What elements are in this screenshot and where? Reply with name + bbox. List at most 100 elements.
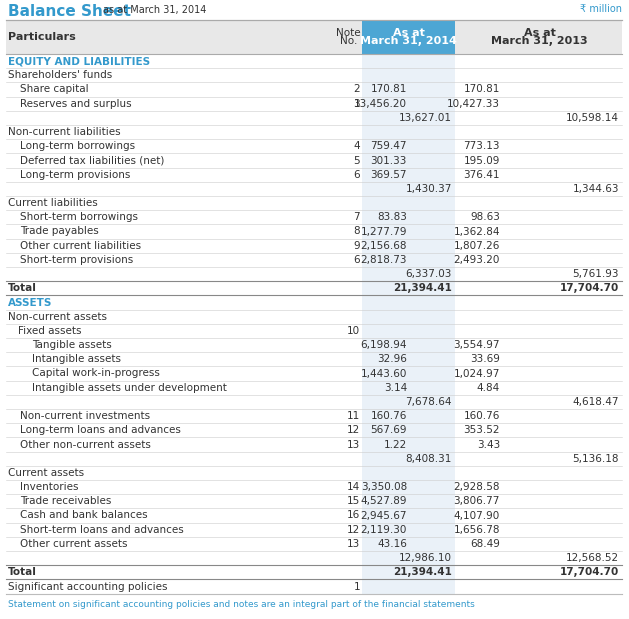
Text: 11: 11 xyxy=(347,411,360,421)
Text: 9: 9 xyxy=(353,241,360,251)
Text: 12,568.52: 12,568.52 xyxy=(566,553,619,563)
Text: 43.16: 43.16 xyxy=(377,539,407,549)
Bar xyxy=(362,20,455,54)
Text: Short-term provisions: Short-term provisions xyxy=(20,255,133,265)
Text: 4,527.89: 4,527.89 xyxy=(360,496,407,506)
Bar xyxy=(362,54,455,594)
Text: 68.49: 68.49 xyxy=(470,539,500,549)
Text: Current assets: Current assets xyxy=(8,468,84,478)
Text: 1,024.97: 1,024.97 xyxy=(454,368,500,378)
Text: 13,627.01: 13,627.01 xyxy=(399,113,452,123)
Text: 3,554.97: 3,554.97 xyxy=(454,340,500,350)
Text: 21,394.41: 21,394.41 xyxy=(393,567,452,578)
Text: 567.69: 567.69 xyxy=(370,425,407,435)
Text: No.: No. xyxy=(340,36,357,46)
Text: EQUITY AND LIABILITIES: EQUITY AND LIABILITIES xyxy=(8,56,150,66)
Text: Share capital: Share capital xyxy=(20,85,89,95)
Text: 2: 2 xyxy=(353,85,360,95)
Text: Significant accounting policies: Significant accounting policies xyxy=(8,581,167,592)
Text: 1: 1 xyxy=(353,581,360,592)
Text: 1,656.78: 1,656.78 xyxy=(454,525,500,535)
Text: Capital work-in-progress: Capital work-in-progress xyxy=(32,368,160,378)
Text: 1,344.63: 1,344.63 xyxy=(572,184,619,194)
Text: 1.22: 1.22 xyxy=(384,439,407,449)
Text: Trade receivables: Trade receivables xyxy=(20,496,111,506)
Text: 301.33: 301.33 xyxy=(370,155,407,165)
Text: 8,408.31: 8,408.31 xyxy=(406,454,452,464)
Text: Intangible assets: Intangible assets xyxy=(32,354,121,365)
Text: Non-current liabilities: Non-current liabilities xyxy=(8,127,121,137)
Text: 2,156.68: 2,156.68 xyxy=(360,241,407,251)
Text: 1,362.84: 1,362.84 xyxy=(454,227,500,236)
Text: Current liabilities: Current liabilities xyxy=(8,198,97,208)
Text: 15: 15 xyxy=(347,496,360,506)
Text: 5: 5 xyxy=(353,155,360,165)
Text: 195.09: 195.09 xyxy=(464,155,500,165)
Text: Total: Total xyxy=(8,567,37,578)
Text: 33.69: 33.69 xyxy=(470,354,500,365)
Text: 14: 14 xyxy=(347,482,360,492)
Text: 353.52: 353.52 xyxy=(464,425,500,435)
Text: As at: As at xyxy=(523,28,555,38)
Text: 3: 3 xyxy=(353,98,360,109)
Text: March 31, 2013: March 31, 2013 xyxy=(491,36,588,46)
Text: 10,427.33: 10,427.33 xyxy=(447,98,500,109)
Text: Inventories: Inventories xyxy=(20,482,79,492)
Text: 16: 16 xyxy=(347,511,360,521)
Text: Intangible assets under development: Intangible assets under development xyxy=(32,383,227,392)
Text: Statement on significant accounting policies and notes are an integral part of t: Statement on significant accounting poli… xyxy=(8,600,475,608)
Text: Short-term borrowings: Short-term borrowings xyxy=(20,212,138,222)
Text: Trade payables: Trade payables xyxy=(20,227,99,236)
Text: 1,277.79: 1,277.79 xyxy=(360,227,407,236)
Text: 1,443.60: 1,443.60 xyxy=(360,368,407,378)
Text: Long-term loans and advances: Long-term loans and advances xyxy=(20,425,181,435)
Text: 10: 10 xyxy=(347,326,360,336)
Text: 21,394.41: 21,394.41 xyxy=(393,284,452,293)
Text: Cash and bank balances: Cash and bank balances xyxy=(20,511,148,521)
Text: 4.84: 4.84 xyxy=(477,383,500,392)
Text: Note: Note xyxy=(336,28,361,38)
Text: 7: 7 xyxy=(353,212,360,222)
Text: 1,430.37: 1,430.37 xyxy=(406,184,452,194)
Text: 12,986.10: 12,986.10 xyxy=(399,553,452,563)
Text: 17,704.70: 17,704.70 xyxy=(560,284,619,293)
Text: Other current liabilities: Other current liabilities xyxy=(20,241,141,251)
Text: 170.81: 170.81 xyxy=(464,85,500,95)
Text: 5,761.93: 5,761.93 xyxy=(572,269,619,279)
Text: Reserves and surplus: Reserves and surplus xyxy=(20,98,131,109)
Text: 160.76: 160.76 xyxy=(464,411,500,421)
Text: 759.47: 759.47 xyxy=(370,141,407,151)
Text: 3.14: 3.14 xyxy=(384,383,407,392)
Text: Other current assets: Other current assets xyxy=(20,539,128,549)
Text: 5,136.18: 5,136.18 xyxy=(572,454,619,464)
Text: 160.76: 160.76 xyxy=(370,411,407,421)
Bar xyxy=(6,20,622,54)
Text: 83.83: 83.83 xyxy=(377,212,407,222)
Text: 1,807.26: 1,807.26 xyxy=(454,241,500,251)
Text: ₹ million: ₹ million xyxy=(580,4,622,14)
Text: March 31, 2014: March 31, 2014 xyxy=(360,36,457,46)
Text: 6: 6 xyxy=(353,170,360,180)
Text: 170.81: 170.81 xyxy=(370,85,407,95)
Text: Particulars: Particulars xyxy=(8,32,75,42)
Text: 2,119.30: 2,119.30 xyxy=(360,525,407,535)
Text: 7,678.64: 7,678.64 xyxy=(406,397,452,407)
Text: 2,928.58: 2,928.58 xyxy=(454,482,500,492)
Text: 13: 13 xyxy=(347,539,360,549)
Text: 17,704.70: 17,704.70 xyxy=(560,567,619,578)
Text: 2,818.73: 2,818.73 xyxy=(360,255,407,265)
Text: Shareholders' funds: Shareholders' funds xyxy=(8,71,112,80)
Text: 98.63: 98.63 xyxy=(470,212,500,222)
Text: Tangible assets: Tangible assets xyxy=(32,340,112,350)
Text: 13,456.20: 13,456.20 xyxy=(354,98,407,109)
Text: 6: 6 xyxy=(353,255,360,265)
Text: 2,945.67: 2,945.67 xyxy=(360,511,407,521)
Text: 4: 4 xyxy=(353,141,360,151)
Text: 376.41: 376.41 xyxy=(464,170,500,180)
Text: Fixed assets: Fixed assets xyxy=(18,326,82,336)
Text: Balance Sheet: Balance Sheet xyxy=(8,4,131,19)
Text: 2,493.20: 2,493.20 xyxy=(454,255,500,265)
Text: 12: 12 xyxy=(347,525,360,535)
Text: 4,618.47: 4,618.47 xyxy=(572,397,619,407)
Text: 10,598.14: 10,598.14 xyxy=(566,113,619,123)
